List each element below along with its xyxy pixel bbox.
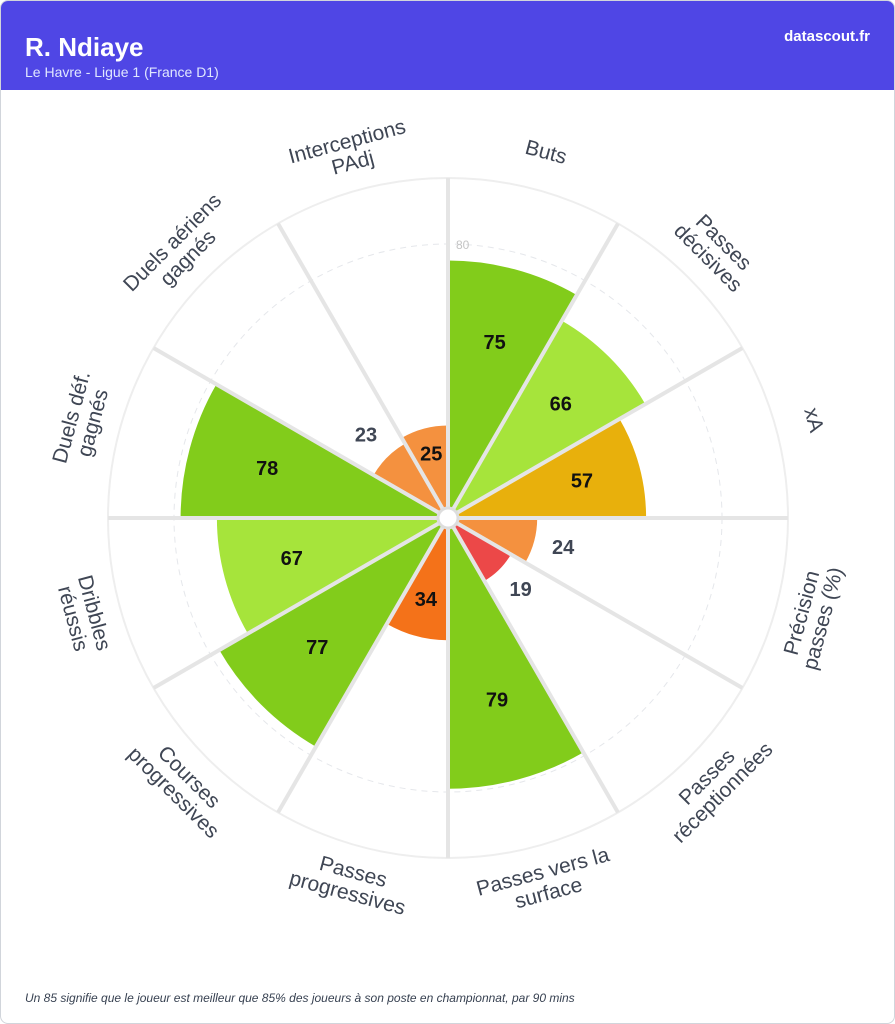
player-name: R. Ndiaye — [25, 32, 144, 62]
value-label: 34 — [415, 589, 438, 611]
center-hole — [436, 506, 460, 530]
value-label: 78 — [256, 458, 278, 480]
separator — [455, 521, 744, 690]
bar — [448, 526, 584, 789]
category-line: Buts — [523, 135, 570, 168]
y-tick-label: 80 — [456, 238, 470, 252]
separator — [451, 222, 620, 511]
value-label: 67 — [281, 548, 303, 570]
subtitle: Le Havre - Ligue 1 (France D1) — [25, 64, 219, 80]
category-line: xA — [800, 405, 829, 435]
separator — [276, 222, 445, 511]
bar — [456, 518, 538, 563]
bar — [180, 384, 440, 518]
category-label: Dribblesréussis — [52, 573, 115, 659]
value-label: 19 — [509, 579, 531, 601]
header: R. Ndiaye Le Havre - Ligue 1 (France D1)… — [1, 1, 894, 90]
bar — [448, 260, 577, 510]
separator — [451, 525, 620, 814]
separator — [455, 346, 744, 515]
category-label: Précisionpasses (%) — [777, 559, 848, 672]
footnote: Un 85 signifie que le joueur est meilleu… — [25, 991, 575, 1005]
category-label: Buts — [523, 135, 570, 168]
value-label: 66 — [550, 394, 572, 416]
chart: 80756657241979347767782325ButsPassesdéci… — [48, 115, 848, 920]
separator — [276, 525, 445, 814]
bar — [401, 425, 448, 510]
separator — [152, 521, 441, 690]
separator — [152, 346, 441, 515]
bar — [373, 443, 443, 513]
value-label: 24 — [552, 537, 575, 559]
category-label: Duels déf.gagnés — [48, 368, 116, 471]
value-label: 23 — [355, 424, 377, 446]
category-label: xA — [800, 405, 829, 435]
bar — [219, 523, 443, 747]
category-label: InterceptionsPAdj — [286, 115, 414, 190]
category-label: Passesprogressives — [287, 845, 414, 919]
bar — [386, 526, 448, 641]
bar — [216, 518, 440, 634]
bar — [453, 320, 646, 513]
value-label: 77 — [306, 637, 328, 659]
value-label: 79 — [486, 689, 508, 711]
value-label: 25 — [420, 444, 442, 466]
bar — [453, 523, 511, 581]
value-label: 57 — [571, 470, 593, 492]
bar — [456, 418, 647, 518]
value-label: 75 — [484, 332, 506, 354]
brand[interactable]: datascout.fr — [784, 28, 870, 45]
